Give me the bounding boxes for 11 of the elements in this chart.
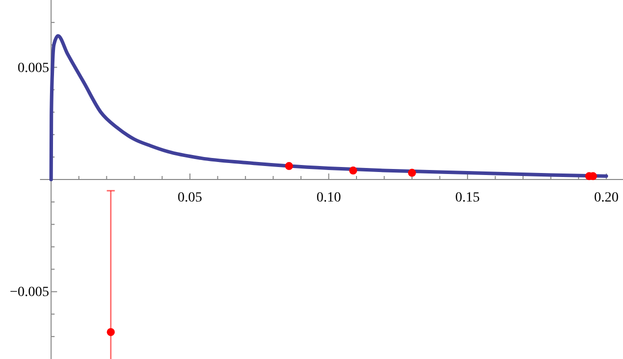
point bbox=[106, 328, 115, 336]
x-tick-label: 0.05 bbox=[178, 190, 202, 206]
point bbox=[408, 168, 416, 177]
point bbox=[285, 162, 294, 170]
y-tick-label: −0.005 bbox=[10, 285, 50, 300]
line-series bbox=[49, 34, 608, 182]
x-tick-label: 0.15 bbox=[455, 190, 480, 206]
x-tick-label: 0.20 bbox=[594, 190, 619, 206]
point bbox=[349, 166, 358, 175]
y-tick-label: 0.005 bbox=[18, 60, 50, 76]
x-tick-label: 0.10 bbox=[316, 190, 341, 206]
